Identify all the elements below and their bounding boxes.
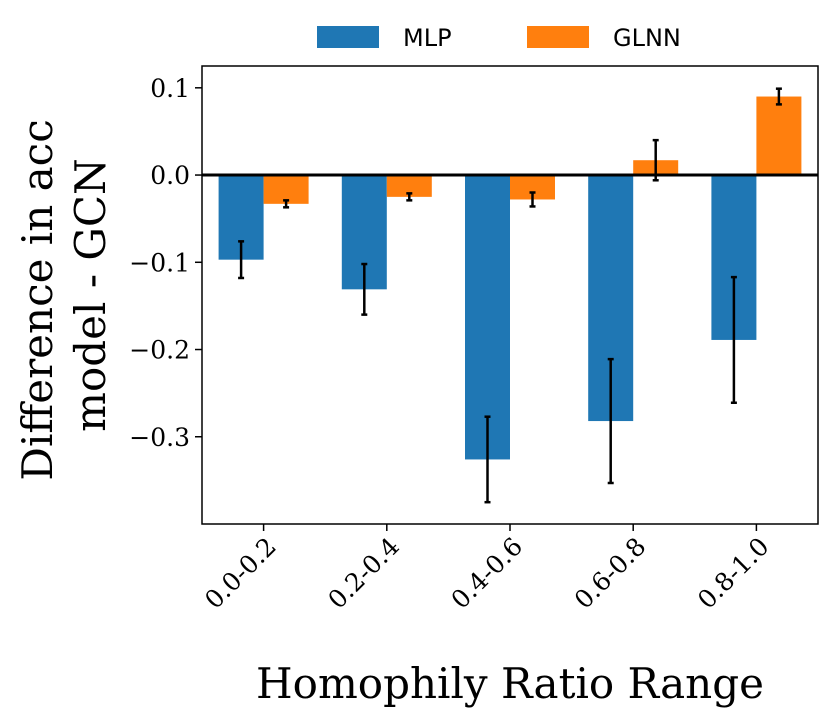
error-bar-mlp-0.4-0.6: [484, 415, 491, 504]
y-axis-label-line-1: Difference in acc: [13, 119, 62, 480]
legend-label-glnn: GLNN: [613, 24, 681, 52]
legend-label-mlp: MLP: [403, 24, 452, 52]
legend: MLP GLNN: [317, 24, 681, 52]
x-tick-label: 0.6-0.8: [569, 532, 652, 615]
error-bar-mlp-0.8-1.0: [730, 275, 737, 404]
y-axis-label-line-2: model - GCN: [66, 158, 115, 432]
y-tick-label: 0.1: [150, 74, 190, 103]
error-bar-glnn-0.0-0.2: [283, 199, 290, 209]
x-tick-label: 0.4-0.6: [446, 532, 529, 615]
error-bar-glnn-0.4-0.6: [529, 191, 536, 208]
bar-glnn-0.0-0.2: [263, 175, 309, 204]
y-tick-label: −0.2: [129, 336, 190, 365]
error-bar-glnn-0.8-1.0: [775, 87, 782, 106]
x-axis-label: Homophily Ratio Range: [256, 659, 764, 708]
bars: [218, 96, 802, 460]
error-bar-mlp-0.0-0.2: [238, 240, 245, 280]
y-tick-label: −0.3: [129, 423, 190, 452]
error-bar-mlp-0.6-0.8: [607, 357, 614, 485]
bar-glnn-0.8-1.0: [756, 96, 802, 176]
error-bar-mlp-0.2-0.4: [361, 262, 368, 316]
bar-mlp-0.4-0.6: [465, 175, 510, 460]
x-tick-label: 0.0-0.2: [199, 532, 282, 615]
x-tick-label: 0.2-0.4: [322, 532, 405, 615]
y-tick-label: 0.0: [150, 161, 190, 190]
error-bar-glnn-0.2-0.4: [406, 192, 413, 202]
legend-swatch-mlp: [317, 26, 379, 48]
x-axis-ticks: 0.0-0.2 0.2-0.4 0.4-0.6 0.6-0.8 0.8-1.0: [199, 524, 775, 614]
y-tick-label: −0.1: [129, 248, 190, 277]
x-tick-label: 0.8-1.0: [692, 532, 775, 615]
legend-swatch-glnn: [527, 26, 589, 48]
error-bars: [238, 87, 782, 504]
bar-glnn-0.2-0.4: [386, 175, 432, 197]
y-axis-ticks: 0.1 0.0 −0.1 −0.2 −0.3: [129, 74, 202, 452]
